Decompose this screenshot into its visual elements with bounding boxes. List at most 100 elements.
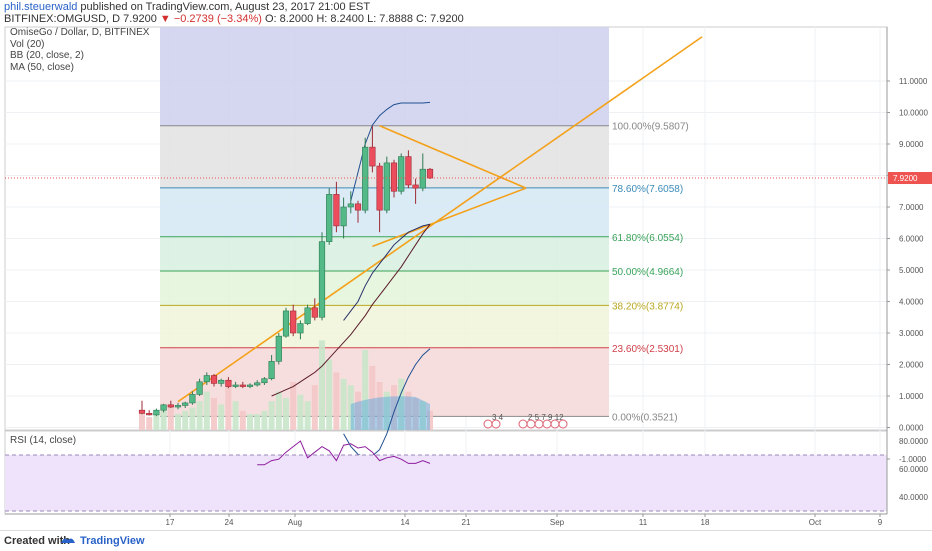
event-flag-icon [483, 419, 493, 429]
bb-lower-line [343, 348, 431, 458]
candle-body [333, 194, 340, 227]
bb-indicator-label[interactable]: BB (20, close, 2) [10, 50, 84, 61]
author-link[interactable]: phil.steuerwald [4, 1, 78, 13]
x-tick-label: 14 [401, 518, 410, 527]
trendline-resistance [379, 124, 527, 189]
fib-level-label: 61.80%(6.0554) [612, 233, 683, 244]
tradingview-brand-link[interactable]: TradingView [80, 535, 145, 547]
candle-body [210, 375, 218, 384]
candle-body [225, 379, 232, 387]
candle-body [304, 307, 311, 324]
fib-level-label: 38.20%(3.8774) [612, 301, 683, 312]
volume-bar [196, 401, 203, 430]
ma-indicator-label[interactable]: MA (50, close) [10, 61, 74, 73]
candle-body [369, 146, 376, 167]
y-tick-label: 4.0000 [899, 298, 924, 307]
volume-bar [261, 410, 268, 430]
down-arrow-icon: ▼ [159, 13, 171, 25]
rsi-tick-label: 40.0000 [899, 493, 928, 502]
candle-body [318, 241, 326, 318]
candle-body [167, 404, 174, 408]
volume-bar [239, 410, 246, 430]
fib-extension-band [160, 27, 609, 126]
chart-canvas[interactable]: 100.00%(9.5807) 78.60%(7.6058) 61.80%(6.05… [0, 0, 932, 530]
volume-bar [275, 391, 282, 430]
volume-bar [268, 401, 275, 430]
x-tick-label: Oct [809, 518, 822, 527]
volume-bar [383, 391, 390, 430]
candle-body [146, 413, 153, 416]
candle-body [160, 404, 167, 411]
volume-bar [247, 414, 253, 430]
y-tick-label: 10.0000 [899, 109, 928, 118]
event-flag-icon [534, 419, 544, 429]
event-dates-a: 3 4 [492, 413, 504, 422]
volume-bar [182, 410, 189, 430]
volume-bar [362, 350, 369, 430]
volume-bar [398, 378, 405, 430]
candle-body [340, 206, 347, 227]
created-with-text: Created with [4, 535, 71, 547]
candle-body [268, 361, 275, 379]
x-tick-label: Aug [288, 518, 302, 527]
candle-body [297, 323, 304, 334]
volume-bar [369, 366, 376, 430]
chart-header-symbol: BITFINEX:OMGUSD, D 7.9200 ▼ −0.2739 (−3.… [4, 13, 464, 25]
trendline-support [177, 36, 703, 403]
volume-bar [319, 340, 325, 430]
candle-body [239, 384, 246, 387]
y-tick-label: 9.0000 [899, 140, 924, 149]
candle-body [419, 168, 426, 189]
candle-body [153, 409, 160, 416]
volume-bar [376, 382, 383, 430]
y-tick-label: -1.0000 [899, 455, 927, 464]
candle-body [174, 405, 182, 408]
candle-body [218, 379, 225, 384]
rsi-line [257, 440, 431, 466]
published-text: published on TradingView.com, August 23,… [77, 1, 371, 13]
candle-body [282, 310, 290, 337]
candle-body [203, 375, 210, 383]
volume-bar [160, 407, 167, 430]
fib-level-label: 50.00%(4.9664) [612, 267, 683, 278]
y-tick-label: 0.0000 [899, 424, 924, 433]
x-tick-label: 21 [462, 518, 471, 527]
event-flag-icon [526, 419, 536, 429]
volume-bar [419, 401, 426, 430]
volume-bar [391, 385, 397, 430]
ohlc-values: O: 8.2000 H: 8.2400 L: 7.8888 C: 7.9200 [264, 13, 464, 25]
candle-body [290, 310, 297, 334]
volume-bar [211, 398, 217, 430]
last-price-label: 7.9200 [893, 174, 918, 183]
volume-bar [412, 398, 419, 430]
candle-body [398, 156, 405, 192]
rsi-band [5, 455, 887, 511]
candle-body [390, 162, 398, 192]
y-tick-label: 5.0000 [899, 266, 924, 275]
candle-body [311, 307, 318, 318]
volume-bar [146, 417, 153, 430]
y-tick-label: 3.0000 [899, 329, 924, 338]
candle-body [426, 168, 434, 179]
volume-bar [167, 404, 174, 430]
y-tick-label: 6.0000 [899, 235, 924, 244]
volume-bar [203, 391, 210, 430]
tradingview-logo-icon[interactable] [60, 535, 76, 549]
volume-bar [218, 404, 225, 430]
event-flag-icon [558, 419, 568, 429]
rsi-indicator-label[interactable]: RSI (14, close) [10, 435, 77, 446]
candle-body [383, 162, 390, 211]
candle-body [196, 381, 203, 395]
volume-bar [189, 407, 196, 430]
fib-level-label: 23.60%(2.5301) [612, 344, 683, 355]
volume-bar [153, 414, 160, 430]
candle-body [412, 184, 419, 189]
volume-bar [139, 410, 145, 430]
vol-indicator-label[interactable]: Vol (20) [10, 38, 45, 50]
volume-bb-area [350, 396, 430, 430]
volume-bar [175, 414, 181, 430]
footer-bar: Created with TradingView [0, 530, 932, 551]
trendline-lower [372, 187, 527, 248]
x-tick-label: Sep [550, 518, 565, 527]
ma50-line [271, 223, 431, 397]
